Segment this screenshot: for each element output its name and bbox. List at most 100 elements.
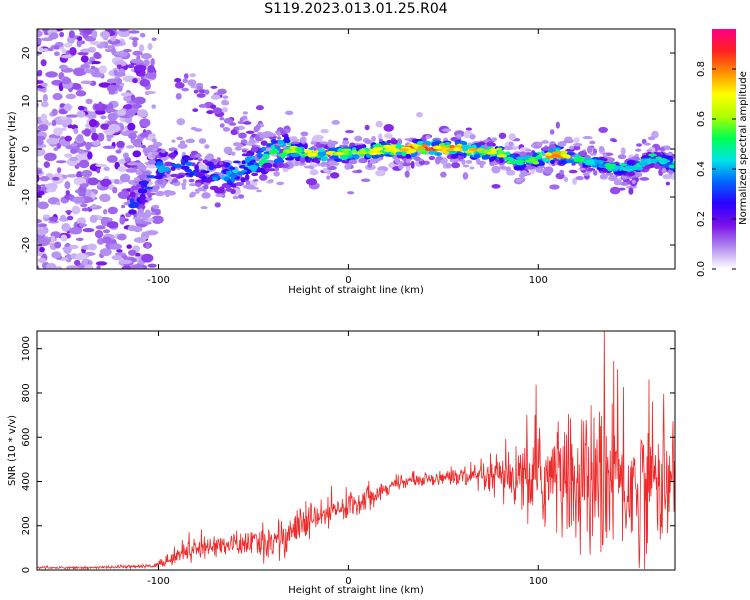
noise-blob (123, 49, 132, 53)
noise-blob (73, 127, 79, 135)
ridge-blob (170, 166, 176, 172)
ridge-blob (621, 170, 627, 174)
ridge-blob (195, 182, 202, 187)
ridge-blob (251, 172, 259, 177)
ridge-blob (444, 141, 451, 146)
noise-blob (102, 208, 108, 215)
noise-blob (27, 114, 35, 118)
noise-blob (37, 160, 40, 163)
noise-blob (113, 178, 120, 185)
ridge-blob (144, 186, 154, 190)
haze-blob (176, 118, 186, 126)
noise-blob (37, 265, 40, 269)
haze-blob (573, 137, 580, 144)
noise-blob (141, 53, 152, 60)
noise-blob (85, 111, 97, 118)
haze-blob (259, 173, 268, 181)
haze-blob (598, 126, 608, 134)
noise-blob (80, 80, 93, 85)
ridge-blob (498, 166, 507, 170)
ridge-blob (671, 161, 675, 165)
noise-blob (85, 98, 93, 105)
streak-blob (196, 93, 206, 98)
ridge-blob (486, 141, 494, 147)
haze-blob (628, 187, 634, 195)
ridge-blob (146, 192, 156, 196)
ridge-blob (268, 150, 276, 155)
noise-blob (150, 57, 155, 67)
streak-blob (174, 77, 182, 83)
ridge-peak (506, 160, 512, 164)
streak-blob (198, 104, 207, 108)
ridge-peak (439, 147, 448, 151)
ridge-peak (515, 156, 526, 161)
ridge-blob (147, 159, 156, 165)
ridge-peak (449, 145, 455, 149)
streak-blob (255, 124, 261, 131)
ridge-blob (535, 142, 543, 147)
plot-frame (36, 330, 676, 571)
y-axis-title: SNR (10 * v/v) (7, 415, 18, 486)
ridge-blob (300, 157, 306, 164)
haze-blob (462, 172, 469, 180)
ridge-peak (648, 153, 657, 157)
noise-blob (76, 171, 83, 178)
ridge-blob (248, 164, 259, 171)
noise-blob (96, 265, 101, 269)
ridge-blob (216, 157, 221, 163)
streak-blob (245, 130, 255, 134)
ridge-blob (184, 157, 194, 161)
ridge-blob (412, 143, 418, 148)
haze-blob (347, 191, 355, 195)
noise-blob (103, 166, 110, 172)
ridge-peak (277, 153, 287, 157)
ridge-blob (251, 159, 256, 164)
noise-blob (151, 37, 157, 42)
noise-blob (127, 122, 136, 131)
noise-blob (51, 119, 57, 127)
ridge-blob (136, 213, 146, 218)
noise-blob (106, 221, 119, 229)
noise-blob (110, 35, 117, 42)
ridge-blob (539, 141, 550, 144)
noise-blob (40, 101, 49, 108)
noise-blob (24, 182, 34, 187)
ridge-blob (132, 226, 143, 233)
ridge-peak (496, 154, 508, 158)
ridge-blob (327, 142, 336, 148)
ridge-blob (320, 156, 329, 162)
ridge-blob (182, 178, 187, 184)
ridge-blob (160, 149, 166, 154)
ridge-blob (394, 157, 400, 163)
noise-blob (39, 175, 50, 182)
noise-blob (135, 139, 143, 144)
noise-blob (91, 30, 98, 39)
haze-blob (555, 121, 560, 129)
noise-blob (90, 61, 101, 65)
ridge-blob (270, 144, 275, 151)
ridge-blob (541, 157, 549, 163)
haze-blob (375, 120, 383, 128)
noise-blob (131, 103, 143, 109)
ridge-blob (525, 165, 536, 170)
noise-blob (106, 155, 118, 163)
ridge-blob (188, 193, 195, 198)
haze-blob (626, 185, 638, 189)
ridge-blob (589, 152, 597, 156)
ridge-blob (229, 166, 236, 170)
ridge-blob (140, 195, 145, 201)
y-tick-label: 400 (21, 472, 32, 491)
noise-blob (139, 32, 146, 38)
noise-blob (117, 109, 127, 116)
noise-blob (64, 135, 72, 142)
ridge-blob (663, 145, 671, 151)
haze-blob (662, 174, 673, 180)
noise-blob (70, 143, 78, 147)
noise-blob (125, 108, 136, 118)
noise-blob (128, 249, 137, 256)
ridge-blob (231, 151, 236, 156)
ridge-blob (602, 153, 608, 158)
ridge-peak (375, 152, 382, 155)
ridge-blob (666, 169, 674, 174)
noise-blob (37, 29, 43, 38)
